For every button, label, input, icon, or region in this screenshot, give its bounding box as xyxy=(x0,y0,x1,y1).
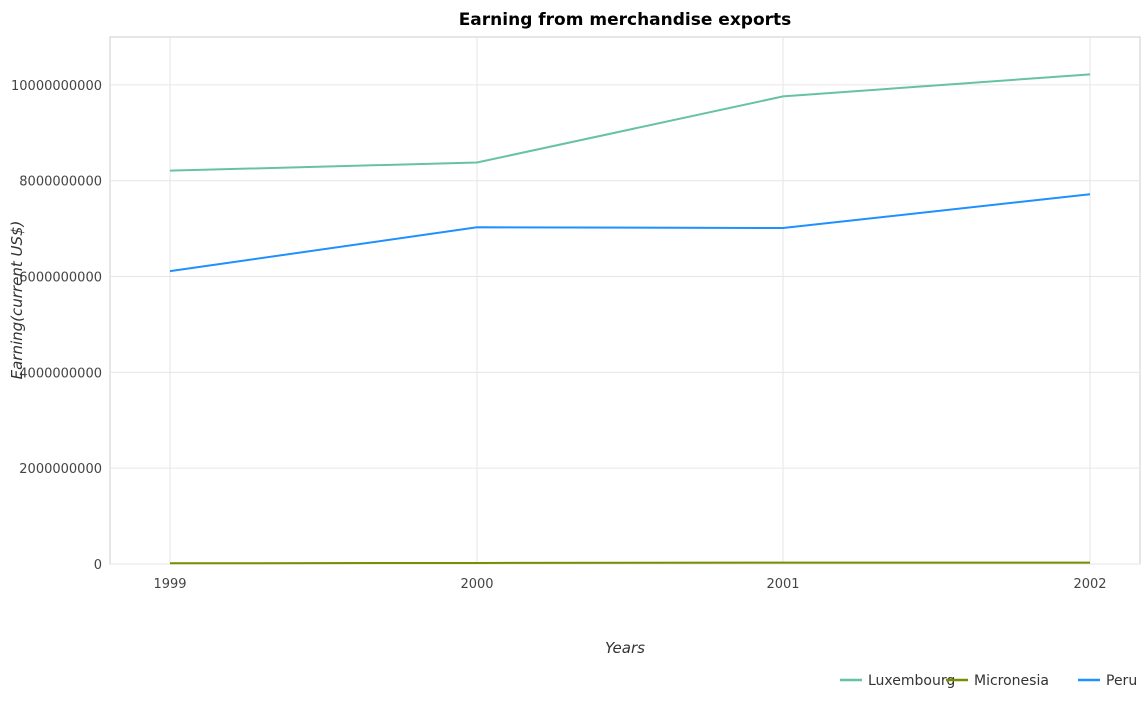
legend-label: Luxembourg xyxy=(868,673,955,689)
series-line-micronesia xyxy=(169,561,1091,565)
legend-label: Micronesia xyxy=(974,673,1049,689)
grid xyxy=(110,37,1140,565)
legend-label: Peru xyxy=(1106,673,1137,689)
legend: Luxembourg Micronesia Peru xyxy=(840,673,1137,689)
y-axis-label: Earning(current US$) xyxy=(8,221,26,380)
x-axis-label: Years xyxy=(605,639,645,657)
series-line-peru xyxy=(169,193,1091,273)
x-tick-label: 2000 xyxy=(460,577,493,592)
y-axis-ticks: 0 2000000000 4000000000 6000000000 800000000… xyxy=(11,79,102,573)
legend-item-micronesia: Micronesia xyxy=(946,673,1049,689)
series xyxy=(169,73,1091,565)
y-tick-label: 6000000000 xyxy=(19,271,102,286)
legend-item-peru: Peru xyxy=(1078,673,1137,689)
y-tick-label: 10000000000 xyxy=(11,79,102,94)
y-tick-label: 0 xyxy=(94,558,102,573)
y-tick-label: 8000000000 xyxy=(19,175,102,190)
chart-title: Earning from merchandise exports xyxy=(459,10,792,30)
y-tick-label: 4000000000 xyxy=(19,366,102,381)
x-tick-label: 2001 xyxy=(766,577,799,592)
y-tick-label: 2000000000 xyxy=(19,462,102,477)
series-line-luxembourg xyxy=(169,73,1091,172)
legend-item-luxembourg: Luxembourg xyxy=(840,673,955,689)
x-axis-ticks: 1999 2000 2001 2002 xyxy=(153,577,1106,592)
x-tick-label: 2002 xyxy=(1073,577,1106,592)
x-tick-label: 1999 xyxy=(153,577,186,592)
plot-area xyxy=(109,36,1141,565)
